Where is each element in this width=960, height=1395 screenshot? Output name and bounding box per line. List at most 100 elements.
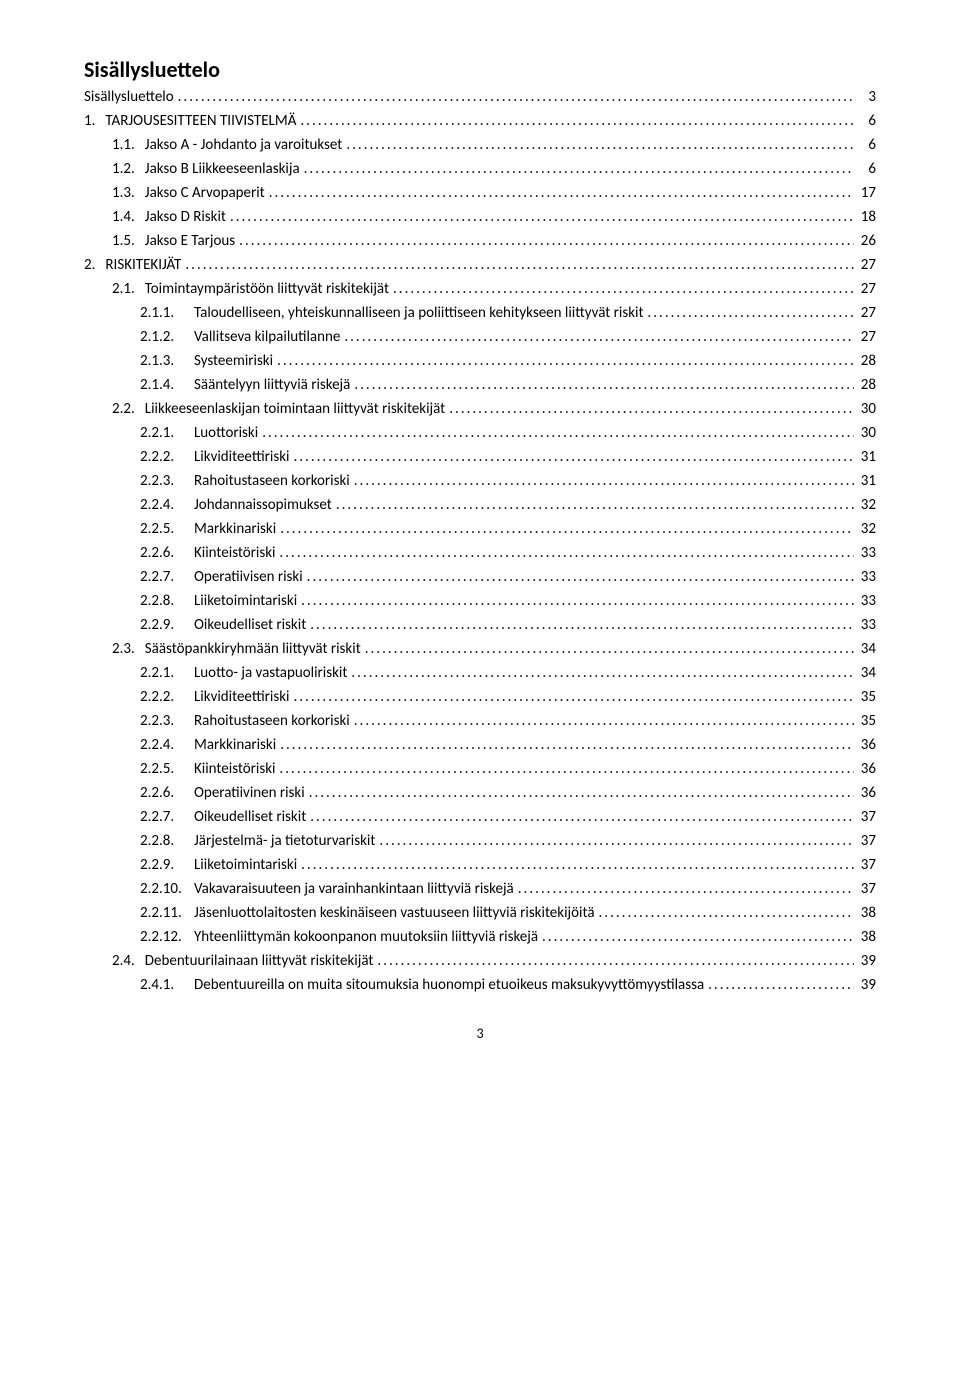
toc-entry[interactable]: 2.1.1.Taloudelliseen, yhteiskunnalliseen…: [84, 301, 876, 325]
toc-leader-dots: [273, 349, 854, 373]
toc-entry-number: 2.2.5.: [140, 517, 194, 541]
toc-leader-dots: [297, 589, 854, 613]
toc-entry-label: Jakso A - Johdanto ja varoitukset: [145, 133, 343, 157]
toc-leader-dots: [181, 253, 854, 277]
toc-entry-page: 3: [854, 85, 876, 109]
page-title: Sisällysluettelo: [84, 56, 876, 83]
toc-entry[interactable]: 1.4.Jakso D Riskit18: [84, 205, 876, 229]
toc-entry[interactable]: 2.2.5.Markkinariski32: [84, 517, 876, 541]
toc-entry-page: 30: [854, 397, 876, 421]
toc-entry-label: Säästöpankkiryhmään liittyvät riskit: [145, 637, 361, 661]
toc-leader-dots: [306, 805, 854, 829]
toc-entry-number: 2.1.: [112, 277, 145, 301]
toc-entry-page: 18: [854, 205, 876, 229]
toc-entry-page: 34: [854, 637, 876, 661]
toc-entry[interactable]: 2.2.12.Yhteenliittymän kokoonpanon muuto…: [84, 925, 876, 949]
toc-entry-label: Johdannaissopimukset: [194, 493, 332, 517]
toc-entry[interactable]: 2.2.Liikkeeseenlaskijan toimintaan liitt…: [84, 397, 876, 421]
toc-leader-dots: [373, 949, 854, 973]
toc-entry[interactable]: 2.2.7.Oikeudelliset riskit37: [84, 805, 876, 829]
toc-entry-label: Jäsenluottolaitosten keskinäiseen vastuu…: [194, 901, 595, 925]
toc-entry[interactable]: 2.1.3.Systeemiriski28: [84, 349, 876, 373]
toc-entry-number: 2.1.1.: [140, 301, 194, 325]
toc-entry[interactable]: 2.2.4.Johdannaissopimukset32: [84, 493, 876, 517]
toc-entry[interactable]: 1.3.Jakso C Arvopaperit17: [84, 181, 876, 205]
toc-entry-page: 37: [854, 853, 876, 877]
toc-entry[interactable]: 2.4.Debentuurilainaan liittyvät riskitek…: [84, 949, 876, 973]
toc-entry-page: 32: [854, 493, 876, 517]
toc-entry-number: 2.2.9.: [140, 853, 194, 877]
toc-entry-number: 2.2.1.: [140, 661, 194, 685]
toc-entry-number: 2.1.3.: [140, 349, 194, 373]
toc-entry-number: 2.2.7.: [140, 805, 194, 829]
toc-leader-dots: [226, 205, 854, 229]
toc-entry[interactable]: 1.1.Jakso A - Johdanto ja varoitukset6: [84, 133, 876, 157]
toc-entry-label: Debentuurilainaan liittyvät riskitekijät: [145, 949, 374, 973]
toc-entry[interactable]: 2.2.3.Rahoitustaseen korkoriski35: [84, 709, 876, 733]
toc-leader-dots: [538, 925, 854, 949]
toc-leader-dots: [276, 517, 854, 541]
toc-entry-label: Likviditeettiriski: [194, 685, 289, 709]
toc-entry[interactable]: 2.2.1.Luotto- ja vastapuoliriskit34: [84, 661, 876, 685]
toc-entry-page: 37: [854, 805, 876, 829]
toc-entry[interactable]: 2.2.9.Liiketoimintariski37: [84, 853, 876, 877]
toc-entry[interactable]: 2.RISKITEKIJÄT27: [84, 253, 876, 277]
toc-entry-label: Oikeudelliset riskit: [194, 613, 306, 637]
toc-leader-dots: [350, 373, 854, 397]
toc-leader-dots: [275, 757, 854, 781]
toc-entry[interactable]: 2.4.1.Debentuureilla on muita sitoumuksi…: [84, 973, 876, 997]
toc-leader-dots: [389, 277, 854, 301]
toc-entry-number: 2.2.3.: [140, 709, 194, 733]
toc-entry[interactable]: Sisällysluettelo3: [84, 85, 876, 109]
toc-entry-page: 35: [854, 709, 876, 733]
toc-entry[interactable]: 2.2.7.Operatiivisen riski33: [84, 565, 876, 589]
toc-entry[interactable]: 2.2.11.Jäsenluottolaitosten keskinäiseen…: [84, 901, 876, 925]
toc-entry-page: 26: [854, 229, 876, 253]
toc-entry-page: 32: [854, 517, 876, 541]
toc-entry-label: Taloudelliseen, yhteiskunnalliseen ja po…: [194, 301, 643, 325]
toc-entry-number: 2.2.12.: [140, 925, 194, 949]
toc-leader-dots: [305, 781, 854, 805]
toc-entry[interactable]: 2.1.4.Sääntelyyn liittyviä riskejä28: [84, 373, 876, 397]
toc-entry-label: Vallitseva kilpailutilanne: [194, 325, 340, 349]
toc-entry[interactable]: 2.2.1.Luottoriski30: [84, 421, 876, 445]
toc-entry-number: 2.4.: [112, 949, 145, 973]
table-of-contents: Sisällysluettelo31.TARJOUSESITTEEN TIIVI…: [84, 85, 876, 997]
toc-entry-page: 27: [854, 277, 876, 301]
toc-entry-page: 33: [854, 541, 876, 565]
toc-leader-dots: [296, 109, 854, 133]
toc-leader-dots: [297, 853, 854, 877]
toc-entry[interactable]: 2.1.2.Vallitseva kilpailutilanne27: [84, 325, 876, 349]
toc-entry[interactable]: 2.3.Säästöpankkiryhmään liittyvät riskit…: [84, 637, 876, 661]
toc-entry-page: 35: [854, 685, 876, 709]
toc-entry-page: 34: [854, 661, 876, 685]
toc-entry[interactable]: 2.2.6.Kiinteistöriski33: [84, 541, 876, 565]
toc-entry[interactable]: 2.2.2.Likviditeettiriski31: [84, 445, 876, 469]
toc-entry[interactable]: 2.2.4.Markkinariski36: [84, 733, 876, 757]
toc-entry-number: 2.2.6.: [140, 781, 194, 805]
toc-leader-dots: [340, 325, 854, 349]
toc-entry[interactable]: 1.TARJOUSESITTEEN TIIVISTELMÄ6: [84, 109, 876, 133]
toc-entry-page: 31: [854, 469, 876, 493]
toc-entry-number: 2.2.5.: [140, 757, 194, 781]
toc-entry[interactable]: 1.5.Jakso E Tarjous26: [84, 229, 876, 253]
toc-entry[interactable]: 2.2.6.Operatiivinen riski36: [84, 781, 876, 805]
toc-entry[interactable]: 2.2.9.Oikeudelliset riskit33: [84, 613, 876, 637]
toc-entry[interactable]: 2.2.2.Likviditeettiriski35: [84, 685, 876, 709]
toc-entry-number: 2.3.: [112, 637, 145, 661]
toc-leader-dots: [303, 565, 854, 589]
toc-entry[interactable]: 2.1.Toimintaympäristöön liittyvät riskit…: [84, 277, 876, 301]
toc-entry-page: 6: [854, 157, 876, 181]
toc-entry[interactable]: 2.2.10.Vakavaraisuuteen ja varainhankint…: [84, 877, 876, 901]
toc-entry[interactable]: 2.2.8.Järjestelmä- ja tietoturvariskit37: [84, 829, 876, 853]
toc-entry-number: 2.2.6.: [140, 541, 194, 565]
toc-entry[interactable]: 2.2.5.Kiinteistöriski36: [84, 757, 876, 781]
toc-entry-number: 2.2.9.: [140, 613, 194, 637]
toc-leader-dots: [350, 469, 854, 493]
toc-entry-label: Jakso C Arvopaperit: [145, 181, 265, 205]
toc-entry[interactable]: 2.2.8.Liiketoimintariski33: [84, 589, 876, 613]
toc-entry[interactable]: 2.2.3.Rahoitustaseen korkoriski31: [84, 469, 876, 493]
toc-entry-number: 2.1.2.: [140, 325, 194, 349]
toc-entry-label: TARJOUSESITTEEN TIIVISTELMÄ: [105, 109, 296, 133]
toc-entry[interactable]: 1.2.Jakso B Liikkeeseenlaskija6: [84, 157, 876, 181]
